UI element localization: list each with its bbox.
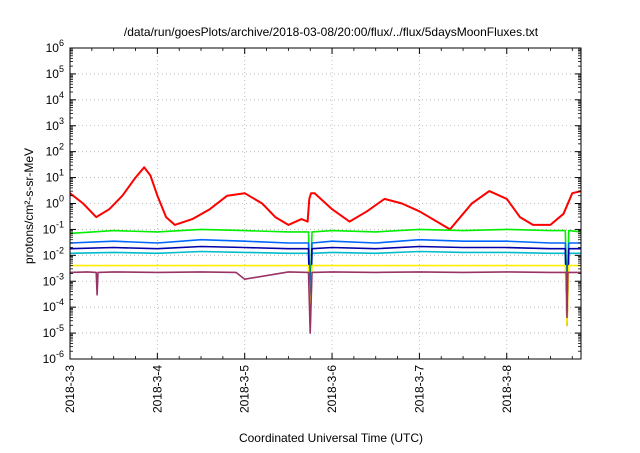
x-tick-label: 2018-3-4 xyxy=(150,365,164,413)
series-line-6 xyxy=(70,264,581,327)
y-tick-label: 105 xyxy=(46,64,64,81)
y-tick-label: 10-1 xyxy=(43,219,64,236)
y-tick-label: 10-2 xyxy=(43,245,64,262)
y-tick-label: 101 xyxy=(46,168,64,185)
y-tick-label: 10-6 xyxy=(43,349,64,366)
y-tick-label: 104 xyxy=(46,90,64,107)
x-tick-label: 2018-3-5 xyxy=(238,365,252,413)
y-tick-label: 103 xyxy=(46,116,64,133)
series-line-5 xyxy=(69,245,581,327)
x-tick-label: 2018-3-7 xyxy=(412,365,426,413)
series-line-7 xyxy=(69,271,581,334)
y-axis-label: protons/cm²-s-sr-MeV xyxy=(22,148,36,264)
x-tick-label: 2018-3-6 xyxy=(325,365,339,413)
y-tick-label: 10-3 xyxy=(43,271,64,288)
y-tick-label: 100 xyxy=(46,194,64,211)
series-line-1 xyxy=(69,166,582,231)
x-axis-label: Coordinated Universal Time (UTC) xyxy=(239,431,423,445)
x-tick-label: 2018-3-3 xyxy=(63,365,77,413)
series-line-2 xyxy=(69,228,582,296)
ticks: 10-6 10-5 10-4 10-3 10-2 10-1 100 101 102 103 104 1… xyxy=(43,38,581,413)
y-tick-label: 106 xyxy=(46,38,64,55)
y-tick-label: 10-4 xyxy=(43,297,64,314)
chart-title: /data/run/goesPlots/archive/2018-03-08/2… xyxy=(124,25,539,39)
y-tick-label: 102 xyxy=(46,142,64,159)
x-tick-label: 2018-3-8 xyxy=(500,365,514,413)
series-line-3 xyxy=(69,238,581,308)
y-tick-label: 10-5 xyxy=(43,323,64,340)
series-group xyxy=(69,166,582,334)
